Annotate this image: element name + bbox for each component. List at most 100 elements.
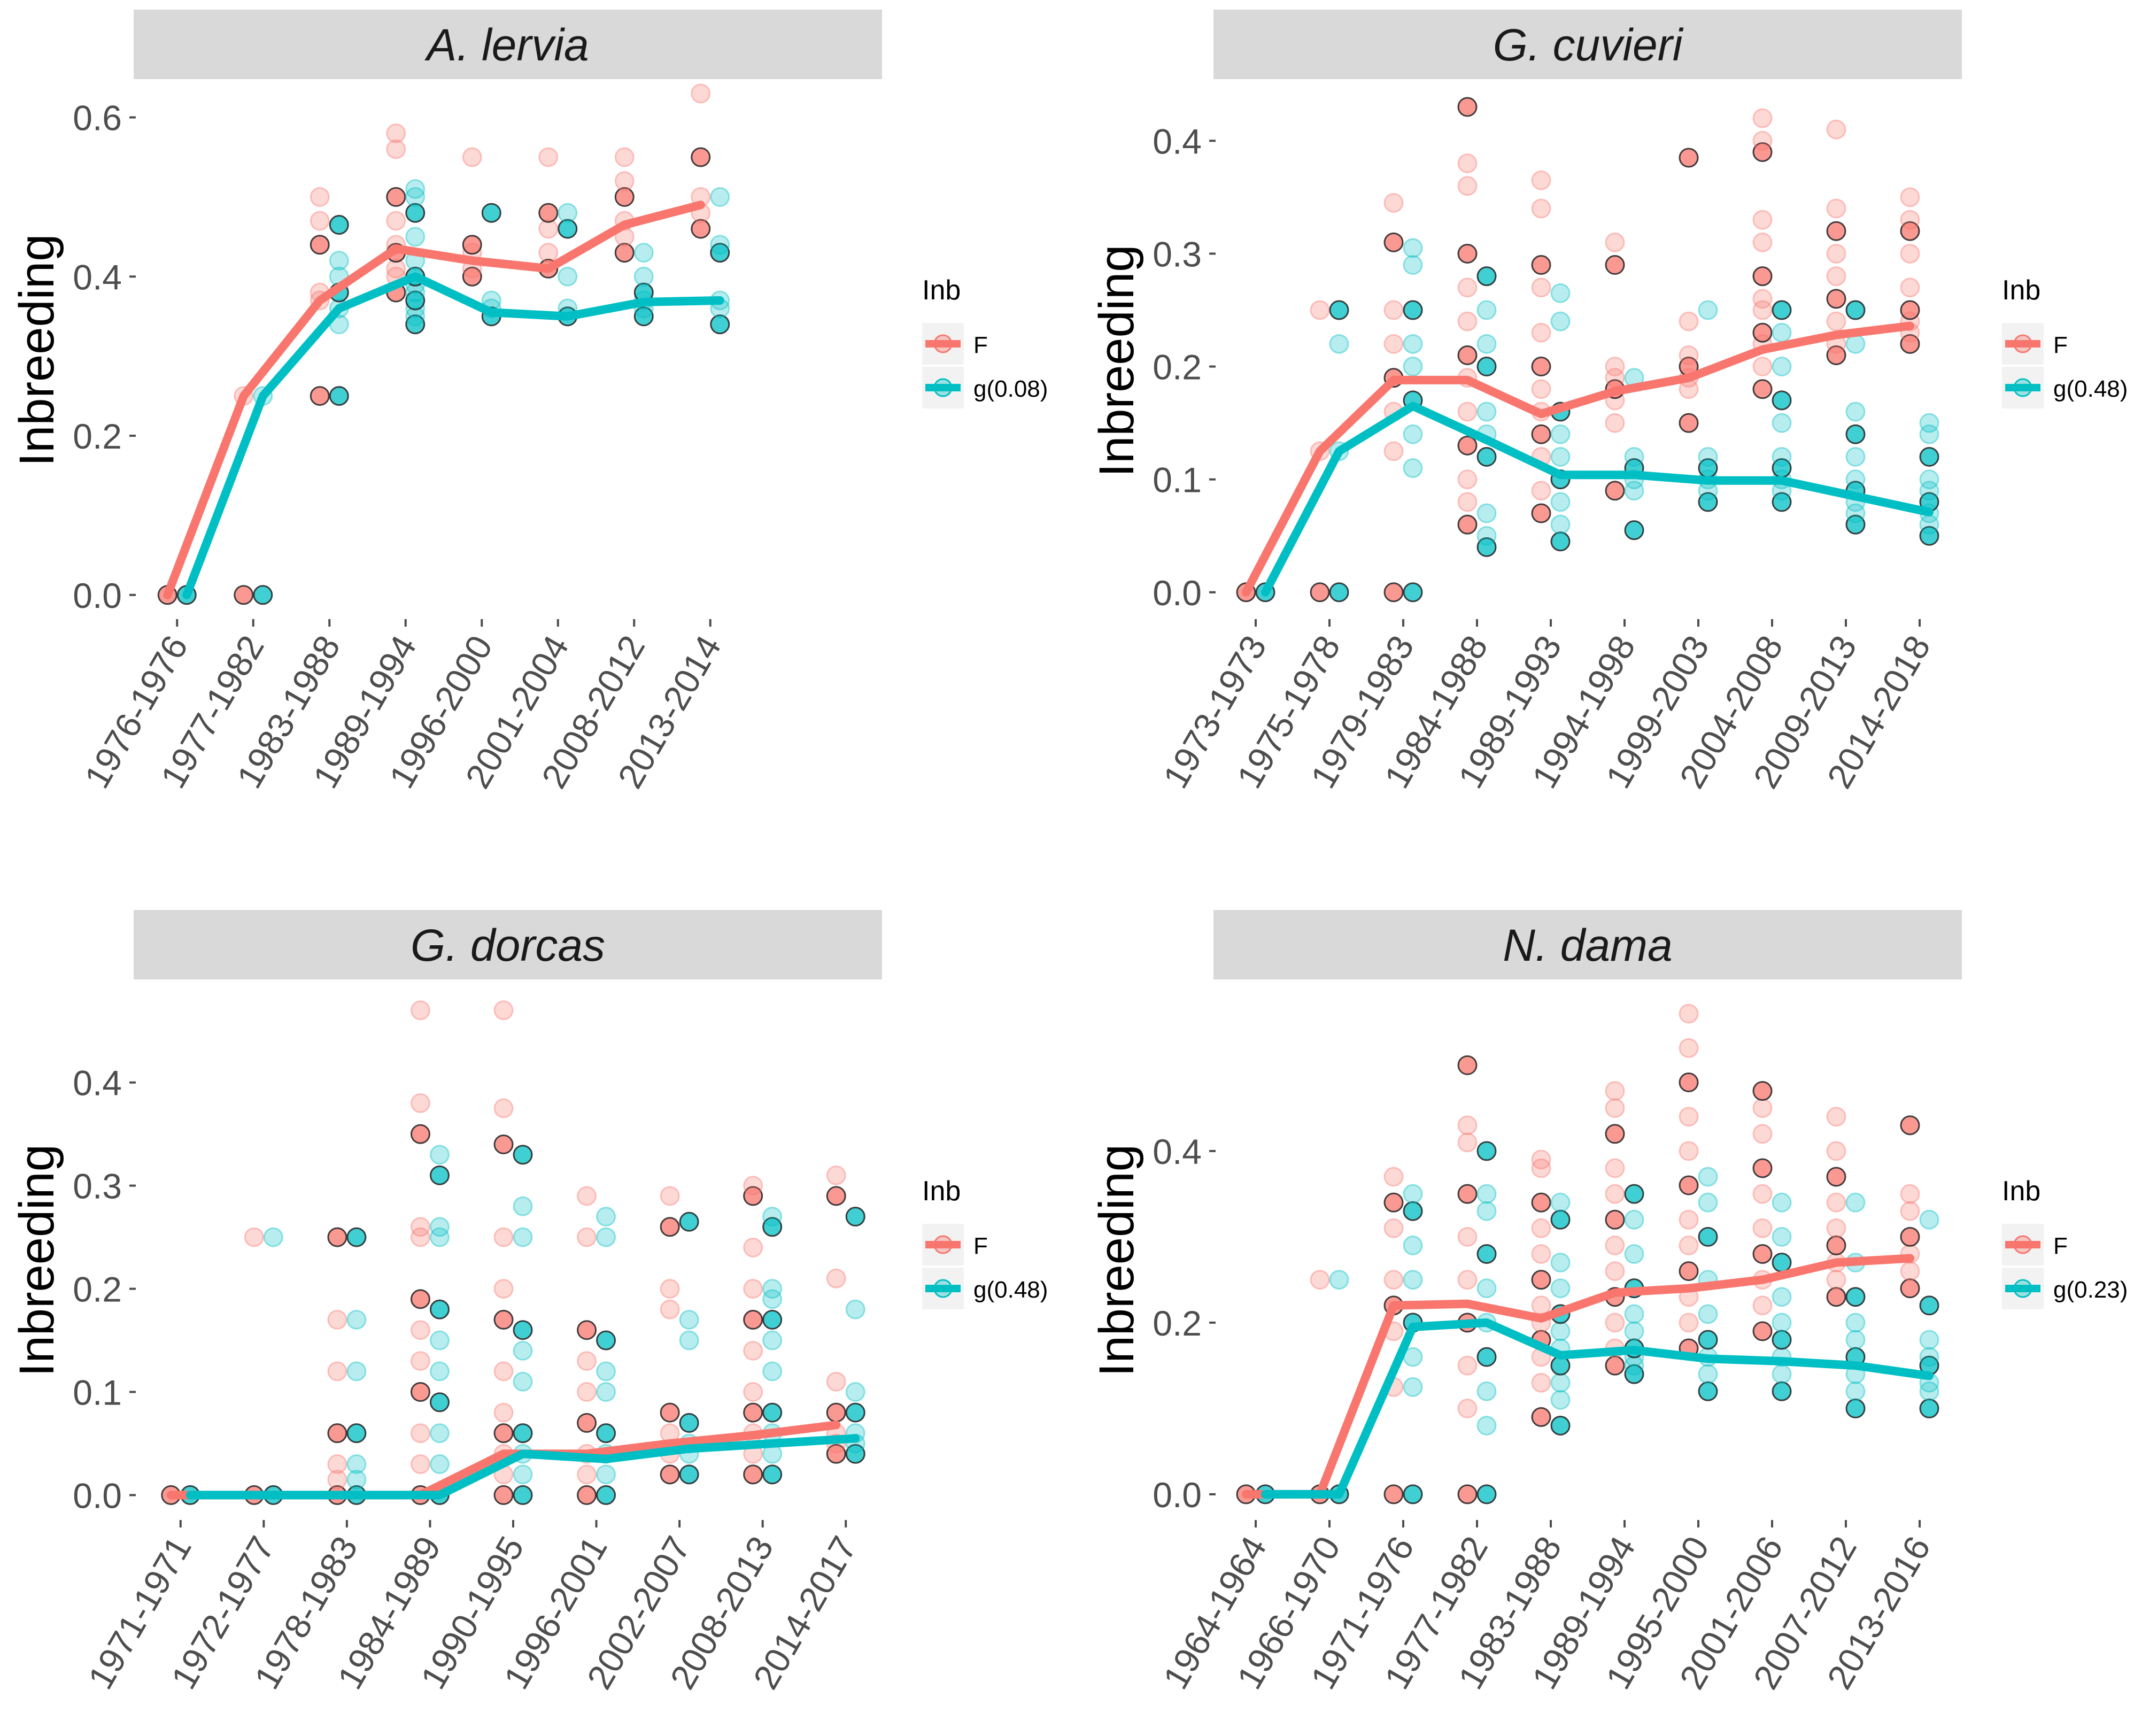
point-F — [1457, 97, 1478, 117]
point-g — [429, 1165, 450, 1185]
point-F — [1531, 424, 1551, 444]
point-F — [1605, 1261, 1625, 1282]
point-g — [1476, 1347, 1497, 1367]
y-tick-label: 0.2 — [1153, 348, 1202, 387]
point-F — [1531, 277, 1551, 298]
point-F — [1457, 345, 1478, 365]
point-F — [1531, 503, 1551, 523]
point-F — [410, 1093, 430, 1113]
point-g — [1772, 1330, 1792, 1350]
point-F — [743, 1309, 763, 1330]
point-F — [743, 1382, 763, 1402]
point-F — [577, 1382, 597, 1402]
point-F — [1457, 311, 1478, 331]
point-F — [1826, 221, 1846, 241]
point-F — [1531, 1149, 1551, 1170]
y-axis-label: Inbreeding — [1089, 245, 1144, 477]
point-g — [1476, 266, 1497, 287]
point-g — [1476, 300, 1497, 320]
point-g — [633, 306, 654, 327]
point-F — [614, 187, 635, 207]
y-tick-label: 0.2 — [73, 416, 122, 456]
point-g — [329, 386, 349, 406]
point-g — [1845, 1381, 1866, 1401]
point-F — [1383, 1192, 1404, 1213]
point-F — [1457, 469, 1478, 490]
point-g — [1772, 413, 1792, 433]
point-F — [1531, 379, 1551, 399]
point-g — [1919, 413, 1939, 433]
point-F — [327, 1423, 347, 1444]
point-g — [1403, 1484, 1423, 1504]
point-g — [1845, 300, 1866, 320]
point-g — [1698, 1304, 1718, 1324]
series-line-g — [185, 1434, 860, 1500]
point-F — [1752, 210, 1773, 230]
legend-key-point-F — [933, 1235, 953, 1254]
point-F — [577, 1320, 597, 1340]
y-axis-label: Inbreeding — [1089, 1144, 1144, 1377]
point-F — [1752, 1295, 1773, 1316]
point-g — [513, 1196, 533, 1216]
point-F — [410, 1217, 430, 1237]
point-F — [1752, 1124, 1773, 1144]
point-g — [1772, 1253, 1792, 1273]
point-F — [327, 1361, 347, 1382]
point-F — [1826, 289, 1846, 309]
point-g — [1624, 1321, 1644, 1341]
point-F — [244, 1227, 264, 1247]
point-F — [1457, 176, 1478, 196]
point-g — [1329, 300, 1349, 320]
point-g — [1403, 582, 1423, 603]
point-F — [327, 1469, 347, 1490]
point-g — [1550, 1278, 1571, 1299]
point-g — [1624, 1304, 1644, 1324]
point-F — [386, 139, 406, 159]
point-F — [310, 187, 330, 207]
point-g — [346, 1454, 367, 1475]
point-F — [614, 171, 635, 191]
legend-label-g: g(0.23) — [2053, 1277, 2128, 1303]
point-g — [1403, 424, 1423, 444]
point-g — [1476, 402, 1497, 422]
point-g — [1403, 1201, 1423, 1221]
point-F — [1679, 1004, 1699, 1024]
point-F — [1531, 1407, 1551, 1427]
point-F — [1605, 413, 1625, 433]
point-F — [1605, 1355, 1625, 1376]
point-g — [1476, 357, 1497, 377]
point-g — [1329, 1270, 1349, 1290]
point-F — [1900, 187, 1920, 207]
point-g — [1403, 255, 1423, 275]
point-F — [310, 211, 330, 231]
point-g — [845, 1402, 865, 1423]
point-g — [263, 1227, 283, 1247]
point-F — [1383, 1218, 1404, 1238]
y-tick-label: 0.4 — [73, 257, 122, 297]
point-g — [1624, 1364, 1644, 1384]
point-F — [1900, 1278, 1920, 1299]
point-F — [1605, 1098, 1625, 1118]
point-g — [679, 1212, 699, 1232]
point-F — [1605, 1081, 1625, 1101]
y-tick-label: 0.3 — [1153, 234, 1202, 274]
point-g — [513, 1227, 533, 1247]
point-g — [513, 1340, 533, 1361]
point-F — [1531, 481, 1551, 501]
legend-key-point-g — [2013, 378, 2032, 397]
point-F — [1826, 345, 1846, 365]
point-F — [1900, 1115, 1920, 1136]
point-g — [762, 1402, 783, 1423]
point-F — [1826, 1192, 1846, 1213]
point-g — [429, 1423, 450, 1444]
point-g — [405, 179, 426, 199]
y-axis-label: Inbreeding — [10, 1144, 64, 1377]
point-g — [845, 1299, 865, 1320]
point-F — [410, 1351, 430, 1371]
point-F — [538, 203, 559, 223]
legend-title: Inb — [922, 275, 961, 306]
y-tick-label: 0.2 — [73, 1270, 122, 1309]
y-tick-label: 0.0 — [73, 576, 122, 615]
point-g — [1919, 469, 1939, 490]
point-F — [743, 1279, 763, 1299]
